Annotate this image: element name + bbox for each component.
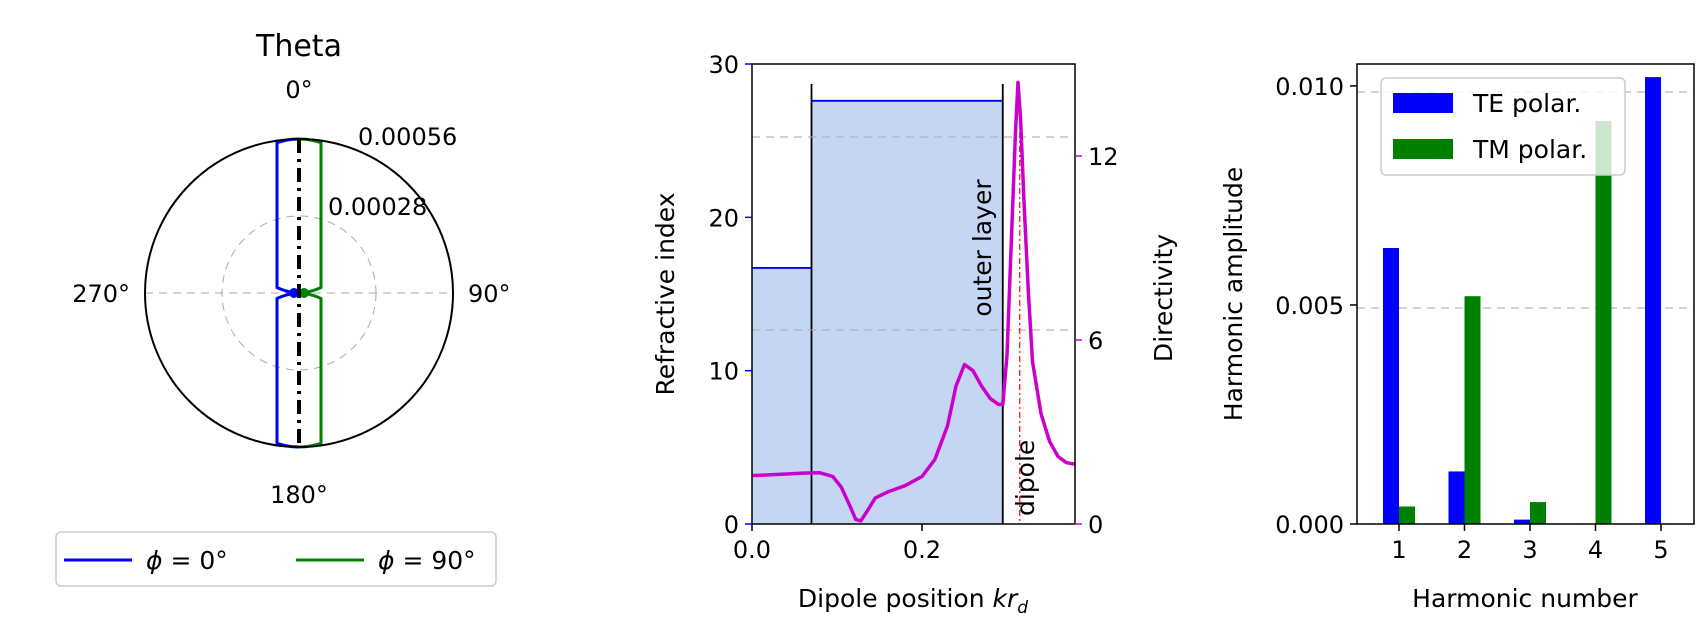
radial-label-2: 0.00056 [358,123,457,151]
polar-title: Theta [255,29,342,64]
bar-y-axis-label: Harmonic amplitude [1219,167,1248,421]
bar-legend-swatch-te [1393,93,1453,113]
bar-te-5 [1645,77,1661,525]
polar-series-2 [299,137,323,449]
angle-label-180: 180° [270,481,328,509]
directivity-tick-label-0: 0 [1088,511,1103,539]
directivity-line [751,80,1076,523]
polar-series-center-2 [299,288,309,298]
angle-label-0: 0° [285,76,312,104]
polar-frame [144,138,454,448]
bar-te-1 [1383,248,1399,524]
harmonic-bar-chart: 1 2 3 4 5 0.000 0.005 0.010 Harmonic number Har… [1219,63,1695,613]
bar-marks [1383,77,1661,525]
bar-legend: TE polar. TM polar. [1380,77,1626,176]
bar-y-tick-label-1: 0.005 [1275,292,1344,320]
bar-te-2 [1448,471,1465,524]
directivity-axis-label: Directivity [1149,234,1178,362]
bar-te-3 [1514,519,1530,524]
bar-tm-1 [1399,506,1415,524]
bar-legend-label-tm: TM polar. [1472,135,1587,164]
bar-plot-frame [1356,63,1695,525]
bar-x-tick-label-5: 5 [1653,536,1668,564]
middle-plot-frame [751,63,1076,525]
bar-x-tick-label-2: 2 [1457,536,1472,564]
polar-legend-label-1: ϕ = 0° [146,546,228,575]
polar-legend-label-2: ϕ = 90° [378,546,476,575]
polar-chart: Theta 0° 90° 180° 270° 0.00028 0.00056 ϕ… [55,29,511,587]
bar-legend-label-te: TE polar. [1472,89,1581,118]
layer-fill-2 [811,100,1003,525]
polar-series-center-1 [289,288,299,298]
middle-x-tick-label-0: 0.0 [733,536,771,564]
bar-ticks: 1 2 3 4 5 0.000 0.005 0.010 [1275,73,1668,564]
dipole-annotation: dipole [1011,440,1040,516]
directivity-tick-label-1: 6 [1088,327,1103,355]
angle-label-90: 90° [468,280,511,308]
bar-y-tick-label-2: 0.010 [1275,73,1344,101]
middle-x-axis-label: Dipole position krd [798,584,1028,618]
bar-x-tick-label-4: 4 [1588,536,1603,564]
layer-fill-1 [752,267,812,524]
layer-bars [752,84,1004,525]
bar-x-tick-label-1: 1 [1391,536,1406,564]
refractive-tick-label-0: 0 [724,511,739,539]
refractive-tick-label-2: 20 [708,204,739,232]
middle-x-tick-label-1: 0.2 [903,536,941,564]
bar-y-tick-label-0: 0.000 [1275,511,1344,539]
refractive-tick-label-3: 30 [708,51,739,79]
polar-curves [275,137,323,449]
refractive-index-axis-label: Refractive index [651,192,680,395]
bar-x-tick-label-3: 3 [1522,536,1537,564]
middle-ticks: 0.0 0.2 0 10 20 30 0 6 12 [708,51,1118,564]
polar-legend-box [55,531,497,587]
bar-x-axis-label: Harmonic number [1412,584,1638,613]
outer-layer-annotation: outer layer [968,179,997,317]
bar-legend-swatch-tm [1393,139,1453,159]
angle-label-270: 270° [72,280,130,308]
refractive-tick-label-1: 10 [708,358,739,386]
bar-tm-2 [1464,296,1481,524]
bar-tm-3 [1530,502,1546,524]
bar-tm-4 [1595,120,1612,524]
radial-label-1: 0.00028 [328,193,427,221]
index-directivity-chart: 0.0 0.2 0 10 20 30 0 6 12 Dipole position krd Re… [651,51,1178,618]
directivity-tick-label-2: 12 [1088,143,1119,171]
polar-legend: ϕ = 0° ϕ = 90° [55,531,497,587]
polar-series-1 [275,137,299,449]
